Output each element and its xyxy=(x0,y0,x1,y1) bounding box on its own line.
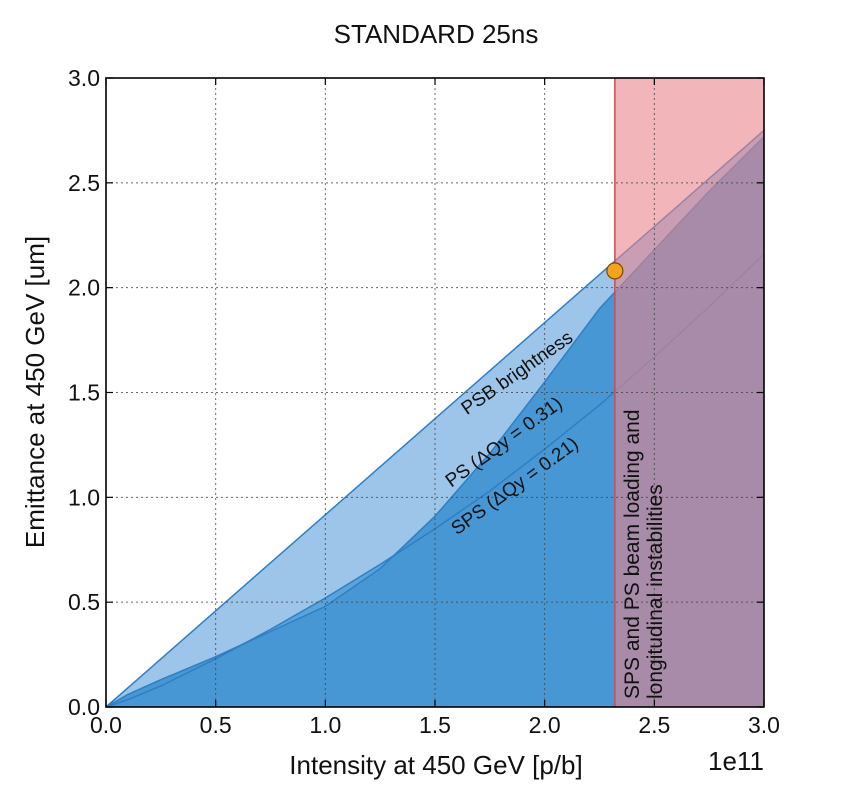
plot-area: 0.0 0.5 1.0 1.5 2.0 2.5 3.0 0.0 0.5 1.0 1.5 2.0 2.5 3… xyxy=(68,65,780,738)
x-tick-label: 1.0 xyxy=(309,712,341,738)
x-tick-label: 0.0 xyxy=(90,712,122,738)
x-tick-label: 3.0 xyxy=(748,712,780,738)
limit-region-label-line2: longitudinal instabilities xyxy=(644,484,667,699)
y-axis-label: Emittance at 450 GeV [um] xyxy=(20,236,50,548)
x-axis-offset-label: 1e11 xyxy=(708,746,764,776)
x-tick-label: 2.5 xyxy=(638,712,670,738)
x-tick-label: 1.5 xyxy=(419,712,451,738)
x-tick-label: 2.0 xyxy=(529,712,561,738)
y-tick-label: 0.5 xyxy=(68,589,100,615)
y-tick-label: 3.0 xyxy=(68,65,100,91)
y-tick-label: 2.0 xyxy=(68,275,100,301)
limit-region xyxy=(614,78,764,707)
chart-title: STANDARD 25ns xyxy=(334,19,539,49)
limit-region-label-line1: SPS and PS beam loading and xyxy=(621,409,644,699)
y-tick-label: 1.5 xyxy=(68,380,100,406)
y-tick-label: 2.5 xyxy=(68,170,100,196)
series-area-2 xyxy=(106,136,764,707)
y-tick-label: 1.0 xyxy=(68,484,100,510)
working-point-marker xyxy=(606,262,624,280)
x-axis-label: Intensity at 450 GeV [p/b] xyxy=(289,750,582,780)
x-tick-label: 0.5 xyxy=(200,712,232,738)
y-tick-label: 0.0 xyxy=(68,694,100,720)
